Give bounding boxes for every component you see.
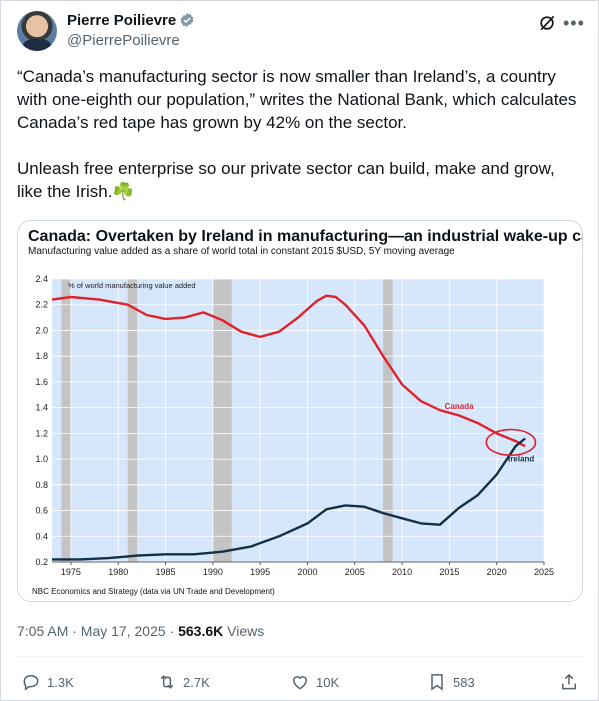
y-tick-label-1: 0.4 (35, 531, 48, 541)
y-tick-label-2: 0.6 (35, 506, 48, 516)
bookmark-button[interactable]: 583 (427, 672, 475, 692)
x-tick-label-8: 2015 (439, 567, 459, 577)
reply-button[interactable]: 1.3K (21, 672, 74, 692)
tweet-text: “Canada’s manufacturing sector is now sm… (17, 65, 577, 226)
x-tick-label-4: 1995 (250, 567, 270, 577)
recession-band-2 (212, 279, 232, 562)
x-tick-label-10: 2025 (534, 567, 554, 577)
share-icon (562, 673, 576, 690)
annotation-circle (485, 428, 537, 457)
views-count: 563.6K (178, 623, 224, 639)
grok-icon[interactable] (537, 13, 557, 33)
divider (17, 656, 584, 657)
x-tick-label-2: 1985 (156, 567, 176, 577)
repost-count: 2.7K (183, 674, 210, 690)
recession-band-0 (61, 279, 71, 562)
tweet-timestamp[interactable]: 7:05 AM · May 17, 2025 · (17, 623, 175, 639)
shamrock-emoji: ☘️ (112, 182, 134, 201)
share-button[interactable] (559, 672, 585, 692)
like-count: 10K (316, 674, 340, 690)
x-tick-label-9: 2020 (487, 567, 507, 577)
x-tick-label-7: 2010 (392, 567, 412, 577)
x-tick-label-1: 1980 (108, 567, 128, 577)
tweet-paragraph-2-text: Unleash free enterprise so our private s… (17, 159, 555, 201)
reply-icon (23, 674, 39, 691)
chart-title: Canada: Overtaken by Ireland in manufact… (28, 228, 583, 245)
avatar[interactable] (17, 11, 57, 51)
series-label-ireland: Ireland (508, 455, 534, 464)
chart-plot: 0.2 0.4 0.6 0.8 1.0 1.2 1.4 1.6 1.8 2.0 2.2 2.4 1975… (35, 274, 554, 577)
y-tick-label-9: 2.0 (35, 325, 48, 335)
views-label: Views (227, 623, 265, 639)
chart-inner-label: % of world manufacturing value added (68, 281, 196, 290)
y-tick-label-7: 1.6 (35, 377, 48, 387)
y-tick-label-3: 0.8 (35, 480, 48, 490)
series-line-ireland (52, 437, 526, 561)
verified-badge-icon[interactable] (179, 12, 195, 28)
x-tick-label-3: 1990 (203, 567, 223, 577)
y-tick-label-0: 0.2 (35, 557, 48, 567)
more-options-icon[interactable]: ••• (563, 13, 585, 33)
chart-subtitle: Manufacturing value added as a share of … (28, 246, 455, 257)
tweet-media-chart[interactable]: Canada: Overtaken by Ireland in manufact… (17, 220, 583, 602)
tweet-meta: 7:05 AM · May 17, 2025 · 563.6K Views (17, 623, 264, 639)
repost-icon (160, 675, 174, 689)
x-tick-label-6: 2005 (345, 567, 365, 577)
series-line-canada (51, 294, 526, 448)
recession-band-1 (127, 279, 138, 562)
author-handle[interactable]: @PierrePoilievre (67, 32, 180, 49)
recession-band-3 (383, 279, 393, 562)
bookmark-icon (431, 674, 443, 691)
heart-icon (292, 676, 308, 690)
series-label-canada: Canada (445, 402, 474, 411)
tweet-paragraph-1: “Canada’s manufacturing sector is now sm… (17, 67, 577, 132)
chart-source: NBC Economics and Strategy (data via UN … (32, 587, 275, 596)
y-tick-label-4: 1.0 (35, 454, 48, 464)
x-tick-label-0: 1975 (61, 567, 81, 577)
bookmark-count: 583 (453, 674, 475, 690)
like-button[interactable]: 10K (290, 672, 339, 692)
x-tick-label-5: 2000 (297, 567, 317, 577)
y-tick-label-8: 1.8 (35, 351, 48, 361)
y-tick-label-11: 2.4 (35, 274, 48, 284)
tweet-paragraph-2: Unleash free enterprise so our private s… (17, 157, 577, 203)
y-tick-label-6: 1.4 (35, 403, 48, 413)
author-name[interactable]: Pierre Poilievre (67, 12, 177, 29)
reply-count: 1.3K (47, 674, 74, 690)
y-tick-label-5: 1.2 (35, 428, 48, 438)
y-tick-label-10: 2.2 (35, 300, 48, 310)
repost-button[interactable]: 2.7K (157, 672, 210, 692)
